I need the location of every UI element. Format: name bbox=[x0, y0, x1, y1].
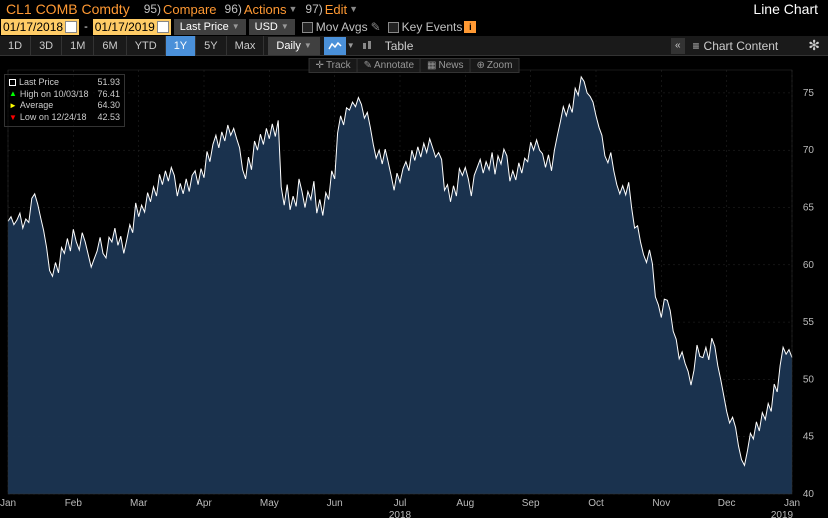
checkbox-icon bbox=[388, 22, 399, 33]
pencil-icon[interactable]: ✎ bbox=[371, 20, 381, 34]
interval-dropdown[interactable]: Daily ▼ bbox=[268, 37, 319, 55]
legend-row: ►Average64.30 bbox=[9, 100, 120, 112]
annotate-button[interactable]: ✎Annotate bbox=[358, 59, 421, 72]
chevron-down-icon: ▼ bbox=[349, 4, 358, 14]
chart-content-button[interactable]: ≡ Chart Content bbox=[693, 39, 779, 53]
range-toolbar: 1D3D1M6MYTD1Y5YMax Daily ▼ ▼ Table « ≡ C… bbox=[0, 36, 828, 56]
range-tab-3d[interactable]: 3D bbox=[31, 36, 62, 56]
svg-text:70: 70 bbox=[803, 145, 815, 156]
range-tab-6m[interactable]: 6M bbox=[94, 36, 126, 56]
table-link[interactable]: Table bbox=[385, 39, 414, 53]
collapse-button[interactable]: « bbox=[671, 38, 685, 54]
key-events-toggle[interactable]: Key Events i bbox=[388, 20, 477, 34]
svg-text:Jan: Jan bbox=[0, 498, 16, 509]
mov-avgs-toggle[interactable]: Mov Avgs ✎ bbox=[302, 20, 381, 34]
date-from-input[interactable]: 01/17/2018 bbox=[1, 19, 79, 35]
svg-text:2019: 2019 bbox=[771, 510, 794, 518]
calendar-icon[interactable] bbox=[157, 21, 169, 33]
news-button[interactable]: ▦News bbox=[421, 59, 470, 72]
gear-icon[interactable]: ✻ bbox=[808, 37, 820, 54]
range-tab-ytd[interactable]: YTD bbox=[127, 36, 166, 56]
menu-actions[interactable]: 96) Actions ▼ bbox=[225, 2, 298, 17]
price-field-dropdown[interactable]: Last Price ▼ bbox=[174, 19, 246, 35]
svg-text:Jul: Jul bbox=[394, 498, 407, 509]
date-to-input[interactable]: 01/17/2019 bbox=[93, 19, 171, 35]
candle-icon[interactable] bbox=[357, 37, 377, 55]
legend-row: ▲High on 10/03/1876.41 bbox=[9, 89, 120, 101]
chart-mini-toolbar: ✛Track ✎Annotate ▦News ⊕Zoom bbox=[309, 58, 520, 73]
layers-icon: ≡ bbox=[693, 39, 700, 53]
svg-text:May: May bbox=[260, 498, 279, 509]
svg-text:55: 55 bbox=[803, 317, 815, 328]
svg-text:40: 40 bbox=[803, 489, 815, 500]
svg-text:75: 75 bbox=[803, 88, 815, 99]
legend-row: ▼Low on 12/24/1842.53 bbox=[9, 112, 120, 124]
svg-text:Jun: Jun bbox=[327, 498, 343, 509]
title-bar: CL1 COMB Comdty 95) Compare 96) Actions … bbox=[0, 0, 828, 18]
checkbox-icon bbox=[302, 22, 313, 33]
svg-text:Dec: Dec bbox=[718, 498, 736, 509]
range-tab-max[interactable]: Max bbox=[227, 36, 265, 56]
range-tab-5y[interactable]: 5Y bbox=[196, 36, 226, 56]
track-button[interactable]: ✛Track bbox=[310, 59, 358, 72]
chevron-down-icon: ▼ bbox=[289, 4, 298, 14]
calendar-icon[interactable] bbox=[65, 21, 77, 33]
svg-text:Sep: Sep bbox=[522, 498, 540, 509]
range-tab-1m[interactable]: 1M bbox=[62, 36, 94, 56]
range-tab-1y[interactable]: 1Y bbox=[166, 36, 196, 56]
svg-text:Mar: Mar bbox=[130, 498, 148, 509]
chart-area[interactable]: ✛Track ✎Annotate ▦News ⊕Zoom Last Price5… bbox=[0, 56, 828, 518]
chevron-down-icon: ▼ bbox=[281, 19, 289, 35]
menu-edit[interactable]: 97) Edit ▼ bbox=[305, 2, 358, 17]
range-tab-1d[interactable]: 1D bbox=[0, 36, 31, 56]
info-icon[interactable]: i bbox=[464, 21, 476, 33]
legend-row: Last Price51.93 bbox=[9, 77, 120, 89]
zoom-button[interactable]: ⊕Zoom bbox=[470, 59, 518, 72]
svg-text:Nov: Nov bbox=[652, 498, 670, 509]
ticker-symbol: CL1 COMB Comdty bbox=[0, 1, 136, 17]
chevron-down-icon[interactable]: ▼ bbox=[347, 41, 355, 50]
svg-text:Aug: Aug bbox=[456, 498, 474, 509]
line-chart-icon[interactable] bbox=[324, 37, 346, 55]
svg-text:65: 65 bbox=[803, 203, 815, 214]
svg-text:60: 60 bbox=[803, 260, 815, 271]
svg-text:2018: 2018 bbox=[389, 510, 412, 518]
chart-type-title: Line Chart bbox=[753, 1, 828, 17]
svg-text:Apr: Apr bbox=[196, 498, 212, 509]
svg-text:50: 50 bbox=[803, 374, 815, 385]
chevron-down-icon: ▼ bbox=[232, 19, 240, 35]
range-tabs: 1D3D1M6MYTD1Y5YMax bbox=[0, 36, 264, 56]
currency-dropdown[interactable]: USD ▼ bbox=[249, 19, 295, 35]
svg-text:Jan: Jan bbox=[784, 498, 800, 509]
svg-text:Oct: Oct bbox=[588, 498, 604, 509]
menu-compare[interactable]: 95) Compare bbox=[144, 2, 217, 17]
chart-legend: Last Price51.93▲High on 10/03/1876.41►Av… bbox=[4, 74, 125, 127]
date-params-bar: 01/17/2018 - 01/17/2019 Last Price ▼ USD… bbox=[0, 18, 828, 36]
svg-text:45: 45 bbox=[803, 432, 815, 443]
chevron-down-icon: ▼ bbox=[304, 37, 312, 55]
svg-text:Feb: Feb bbox=[65, 498, 83, 509]
